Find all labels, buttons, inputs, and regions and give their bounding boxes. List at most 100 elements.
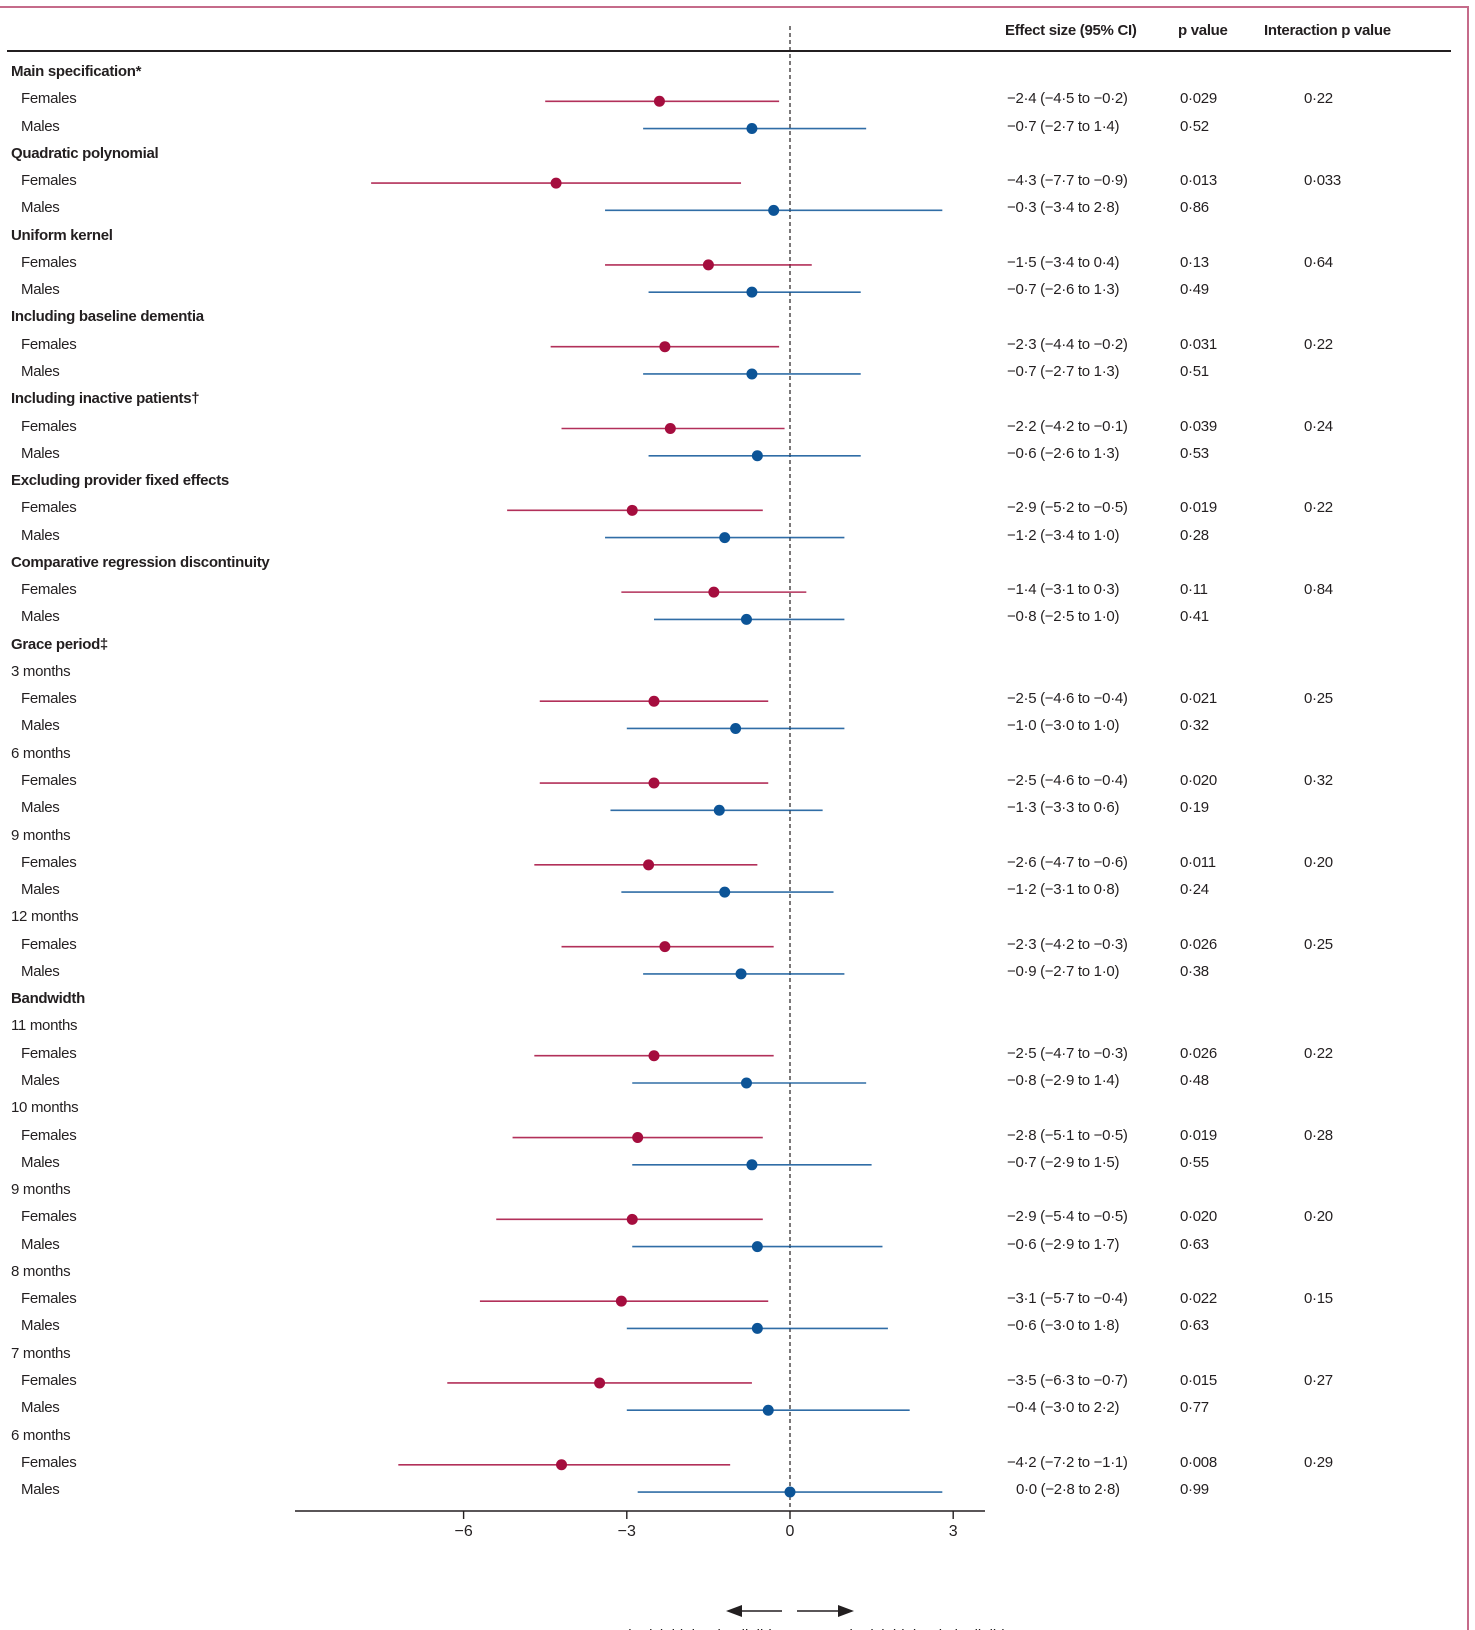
- male-label: Males: [21, 1153, 60, 1171]
- male-label: Males: [21, 1235, 60, 1253]
- interaction-p-value: 0·25: [1304, 935, 1333, 953]
- effect-size-value: −2·9 (−5·2 to −0·5): [1007, 499, 1128, 517]
- p-value: 0·32: [1180, 717, 1209, 735]
- male-point-estimate: [746, 123, 758, 135]
- effect-size-value: −1·5 (−3·4 to 0·4): [1007, 253, 1120, 271]
- p-value: 0·039: [1180, 417, 1217, 435]
- female-label: Females: [21, 1044, 77, 1062]
- effect-size-value: −3·1 (−5·7 to −0·4): [1007, 1290, 1128, 1308]
- effect-size-value: −1·0 (−3·0 to 1·0): [1007, 717, 1120, 735]
- p-value: 0·029: [1180, 90, 1217, 108]
- p-value: 0·026: [1180, 1044, 1217, 1062]
- interaction-p-value: 0·22: [1304, 499, 1333, 517]
- female-label: Females: [21, 853, 77, 871]
- male-point-estimate: [740, 613, 752, 625]
- effect-size-value: 0·0 (−2·8 to 2·8): [1016, 1481, 1120, 1499]
- female-label: Females: [21, 1371, 77, 1389]
- p-value: 0·28: [1180, 526, 1209, 544]
- interaction-p-value: 0·32: [1304, 772, 1333, 790]
- p-value: 0·031: [1180, 335, 1217, 353]
- male-label: Males: [21, 526, 60, 544]
- male-label: Males: [21, 444, 60, 462]
- group-heading: Uniform kernel: [11, 226, 113, 244]
- effect-size-value: −0·7 (−2·7 to 1·4): [1007, 117, 1120, 135]
- p-value: 0·19: [1180, 799, 1209, 817]
- direction-label-left: Dementia risk higher in eligible: [576, 1627, 780, 1630]
- p-value: 0·51: [1180, 362, 1209, 380]
- interaction-p-value: 0·29: [1304, 1453, 1333, 1471]
- female-label: Females: [21, 1453, 77, 1471]
- interaction-p-value: 0·20: [1304, 1208, 1333, 1226]
- subgroup-label: 7 months: [11, 1344, 71, 1362]
- left-arrow-icon: [726, 1605, 742, 1617]
- effect-size-value: −0·3 (−3·4 to 2·8): [1007, 199, 1120, 217]
- female-point-estimate: [626, 504, 638, 516]
- group-heading: Comparative regression discontinuity: [11, 553, 270, 571]
- female-label: Females: [21, 581, 77, 599]
- p-value: 0·015: [1180, 1371, 1217, 1389]
- effect-size-value: −0·8 (−2·9 to 1·4): [1007, 1071, 1120, 1089]
- effect-size-value: −2·3 (−4·4 to −0·2): [1007, 335, 1128, 353]
- male-label: Males: [21, 1071, 60, 1089]
- p-value: 0·48: [1180, 1071, 1209, 1089]
- male-point-estimate: [719, 532, 731, 544]
- group-heading: Including baseline dementia: [11, 308, 204, 326]
- effect-size-value: −2·2 (−4·2 to −0·1): [1007, 417, 1128, 435]
- male-label: Males: [21, 881, 60, 899]
- subgroup-label: 11 months: [11, 1017, 78, 1035]
- p-value: 0·53: [1180, 444, 1209, 462]
- header-interaction-p-value: Interaction p value: [1264, 22, 1391, 39]
- header-p-value: p value: [1178, 22, 1228, 39]
- interaction-p-value: 0·27: [1304, 1371, 1333, 1389]
- male-label: Males: [21, 799, 60, 817]
- male-label: Males: [21, 199, 60, 217]
- effect-size-value: −0·8 (−2·5 to 1·0): [1007, 608, 1120, 626]
- interaction-p-value: 0·22: [1304, 1044, 1333, 1062]
- male-point-estimate: [751, 1322, 763, 1334]
- effect-size-value: −4·3 (−7·7 to −0·9): [1007, 172, 1128, 190]
- p-value: 0·020: [1180, 772, 1217, 790]
- x-tick-label: −6: [454, 1523, 472, 1540]
- female-point-estimate: [550, 177, 562, 189]
- female-point-estimate: [626, 1213, 638, 1225]
- interaction-p-value: 0·033: [1304, 172, 1341, 190]
- male-point-estimate: [730, 722, 742, 734]
- female-label: Females: [21, 772, 77, 790]
- male-point-estimate: [751, 1241, 763, 1253]
- p-value: 0·13: [1180, 253, 1209, 271]
- male-point-estimate: [751, 450, 763, 462]
- interaction-p-value: 0·28: [1304, 1126, 1333, 1144]
- female-label: Females: [21, 417, 77, 435]
- female-point-estimate: [702, 259, 714, 271]
- male-label: Males: [21, 281, 60, 299]
- male-label: Males: [21, 962, 60, 980]
- male-point-estimate: [746, 1159, 758, 1171]
- p-value: 0·019: [1180, 499, 1217, 517]
- subgroup-label: 3 months: [11, 662, 71, 680]
- effect-size-value: −2·5 (−4·6 to −0·4): [1007, 772, 1128, 790]
- male-point-estimate: [719, 886, 731, 898]
- p-value: 0·86: [1180, 199, 1209, 217]
- effect-size-value: −2·6 (−4·7 to −0·6): [1007, 853, 1128, 871]
- x-tick-label: 0: [786, 1523, 795, 1540]
- female-label: Females: [21, 1126, 77, 1144]
- effect-size-value: −4·2 (−7·2 to −1·1): [1007, 1453, 1128, 1471]
- p-value: 0·020: [1180, 1208, 1217, 1226]
- interaction-p-value: 0·15: [1304, 1290, 1333, 1308]
- effect-size-value: −1·3 (−3·3 to 0·6): [1007, 799, 1120, 817]
- female-label: Females: [21, 90, 77, 108]
- p-value: 0·24: [1180, 881, 1209, 899]
- effect-size-value: −0·6 (−3·0 to 1·8): [1007, 1317, 1120, 1335]
- x-tick-label: −3: [618, 1523, 636, 1540]
- female-point-estimate: [648, 1050, 660, 1062]
- group-heading: Main specification*: [11, 63, 142, 80]
- effect-size-value: −2·9 (−5·4 to −0·5): [1007, 1208, 1128, 1226]
- p-value: 0·013: [1180, 172, 1217, 190]
- male-point-estimate: [784, 1486, 796, 1498]
- female-point-estimate: [659, 341, 671, 353]
- header-effect-size: Effect size (95% CI): [1005, 22, 1137, 39]
- female-point-estimate: [708, 586, 720, 598]
- female-point-estimate: [648, 777, 660, 789]
- effect-size-value: −2·3 (−4·2 to −0·3): [1007, 935, 1128, 953]
